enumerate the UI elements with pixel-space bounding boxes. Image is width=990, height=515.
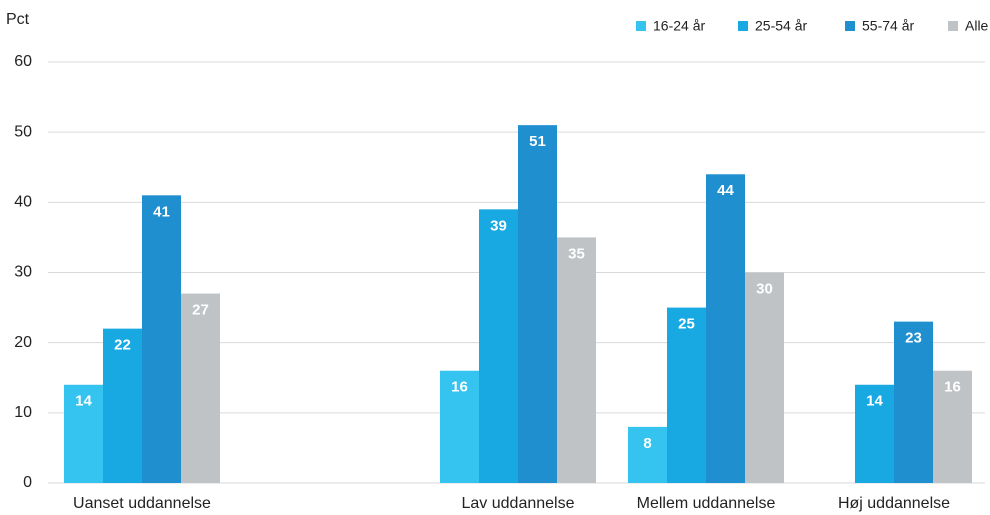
value-label: 14 <box>75 393 92 410</box>
legend-label: Alle <box>965 18 989 34</box>
legend-swatch <box>738 21 748 31</box>
value-label: 16 <box>944 379 961 396</box>
value-label: 30 <box>756 280 773 297</box>
value-label: 23 <box>905 330 922 347</box>
legend-swatch <box>845 21 855 31</box>
bar <box>855 384 894 483</box>
x-tick-label: Mellem uddannelse <box>637 495 776 512</box>
y-tick-label: 50 <box>14 123 32 140</box>
x-tick-label: Uanset uddannelse <box>73 495 211 512</box>
value-label: 35 <box>568 245 585 262</box>
bar <box>894 321 933 483</box>
bar <box>103 328 142 483</box>
value-label: 16 <box>451 379 468 396</box>
bar <box>628 426 667 483</box>
y-tick-label: 10 <box>14 404 32 421</box>
bar <box>667 307 706 483</box>
bar <box>440 370 479 483</box>
y-tick-label: 20 <box>14 334 32 351</box>
y-tick-label: 30 <box>14 264 32 281</box>
legend-swatch <box>948 21 958 31</box>
x-tick-label: Høj uddannelse <box>838 495 950 512</box>
legend-label: 16-24 år <box>653 18 705 34</box>
x-tick-label: Lav uddannelse <box>462 495 575 512</box>
value-label: 39 <box>490 217 507 234</box>
value-label: 51 <box>529 133 546 150</box>
legend-swatch <box>636 21 646 31</box>
y-tick-label: 0 <box>23 474 32 491</box>
bar <box>479 209 518 483</box>
bar <box>142 195 181 484</box>
value-label: 44 <box>717 182 734 199</box>
bar <box>933 370 972 483</box>
value-label: 25 <box>678 316 695 333</box>
bar <box>745 272 784 483</box>
bar <box>64 384 103 483</box>
bar <box>557 237 596 483</box>
y-tick-label: 40 <box>14 194 32 211</box>
value-label: 22 <box>114 337 131 354</box>
legend-label: 25-54 år <box>755 18 807 34</box>
value-label: 27 <box>192 302 209 319</box>
bar <box>181 293 220 483</box>
y-tick-label: 60 <box>14 53 32 70</box>
bar <box>518 125 557 484</box>
value-label: 41 <box>153 203 170 220</box>
value-label: 14 <box>866 393 883 410</box>
legend-label: 55-74 år <box>862 18 914 34</box>
bar <box>706 174 745 483</box>
value-label: 8 <box>643 435 651 452</box>
y-axis-label: Pct <box>6 11 30 28</box>
